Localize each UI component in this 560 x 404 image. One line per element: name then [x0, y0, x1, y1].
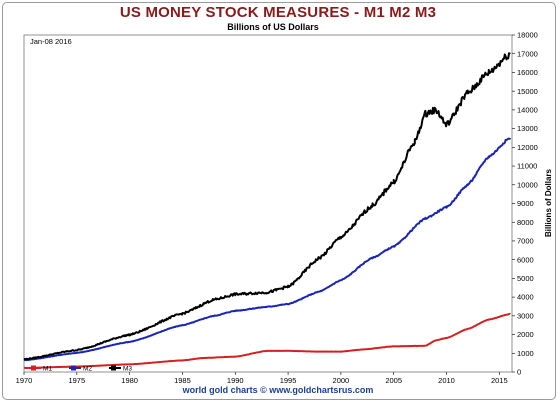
chart-title: US MONEY STOCK MEASURES - M1 M2 M3 [119, 4, 437, 21]
y-tick-label: 2000 [517, 330, 534, 339]
y-tick-label: 1000 [517, 349, 534, 358]
legend-marker-m1 [31, 365, 36, 371]
y-axis-label: Billions of Dollars [544, 168, 553, 237]
y-tick-label: 13000 [517, 124, 538, 133]
y-tick-label: 0 [517, 368, 521, 377]
chart-subtitle: Billions of US Dollars [227, 22, 319, 32]
chart-footer: world gold charts © www.goldchartsrus.co… [182, 385, 374, 395]
y-tick-label: 11000 [517, 162, 537, 171]
x-tick-label: 1975 [68, 376, 85, 385]
legend-label-m3: M3 [123, 366, 132, 373]
x-tick-label: 1980 [121, 376, 138, 385]
y-tick-label: 18000 [517, 31, 538, 40]
series-line-m2 [23, 137, 511, 362]
legend-marker-m2 [71, 365, 76, 371]
y-tick-label: 15000 [517, 87, 538, 96]
x-tick-label: 1990 [227, 376, 244, 385]
y-tick-label: 6000 [517, 255, 534, 264]
legend-label-m1: M1 [43, 366, 52, 373]
y-tick-label: 3000 [517, 311, 534, 320]
y-tick-label: 9000 [517, 199, 534, 208]
y-tick-label: 8000 [517, 218, 534, 227]
y-tick-label: 10000 [517, 180, 538, 189]
legend: M1 M2 M3 [29, 365, 132, 373]
x-tick-label: 2010 [438, 376, 455, 385]
x-tick-label: 2015 [491, 376, 508, 385]
y-tick-label: 7000 [517, 237, 534, 246]
series-line-m1 [23, 312, 511, 369]
x-axis: 1970 1975 1980 1985 1990 1995 2000 2005 2010 2015 [16, 372, 508, 385]
y-tick-label: 5000 [517, 274, 534, 283]
y-axis: 0 1000 2000 3000 4000 5000 6000 7000 8000 9000 100… [512, 31, 538, 377]
y-tick-label: 17000 [517, 49, 538, 58]
legend-label-m2: M2 [83, 366, 92, 373]
x-tick-label: 1970 [16, 376, 33, 385]
x-tick-label: 1985 [174, 376, 191, 385]
x-tick-label: 2000 [333, 376, 350, 385]
series-lines [23, 52, 511, 369]
legend-marker-m3 [111, 365, 116, 371]
y-tick-label: 12000 [517, 143, 538, 152]
plot-area [23, 34, 513, 373]
y-tick-label: 4000 [517, 293, 534, 302]
y-tick-label: 16000 [517, 68, 538, 77]
x-tick-label: 2005 [385, 376, 402, 385]
series-line-m3 [23, 52, 511, 361]
y-tick-label: 14000 [517, 105, 538, 114]
date-label: Jan-08 2016 [30, 37, 72, 46]
x-tick-label: 1995 [280, 376, 297, 385]
